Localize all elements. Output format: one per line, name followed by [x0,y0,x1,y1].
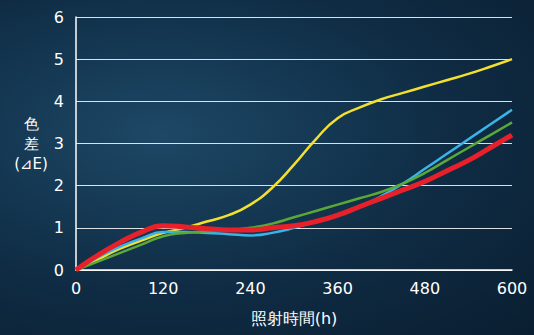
svg-text:3: 3 [54,134,64,153]
svg-text:0: 0 [54,261,64,280]
svg-text:差: 差 [24,135,39,153]
svg-text:120: 120 [148,279,179,298]
svg-text:4: 4 [54,92,64,111]
svg-text:480: 480 [410,279,441,298]
svg-text:2: 2 [54,176,64,195]
svg-text:240: 240 [235,279,266,298]
svg-text:1: 1 [54,218,64,237]
svg-text:照射時間(h): 照射時間(h) [251,309,338,328]
svg-text:6: 6 [54,8,64,27]
svg-text:360: 360 [322,279,353,298]
svg-text:(⊿E): (⊿E) [14,155,48,173]
svg-text:0: 0 [71,279,81,298]
svg-text:5: 5 [54,50,64,69]
svg-text:色: 色 [24,115,39,133]
svg-text:600: 600 [497,279,528,298]
